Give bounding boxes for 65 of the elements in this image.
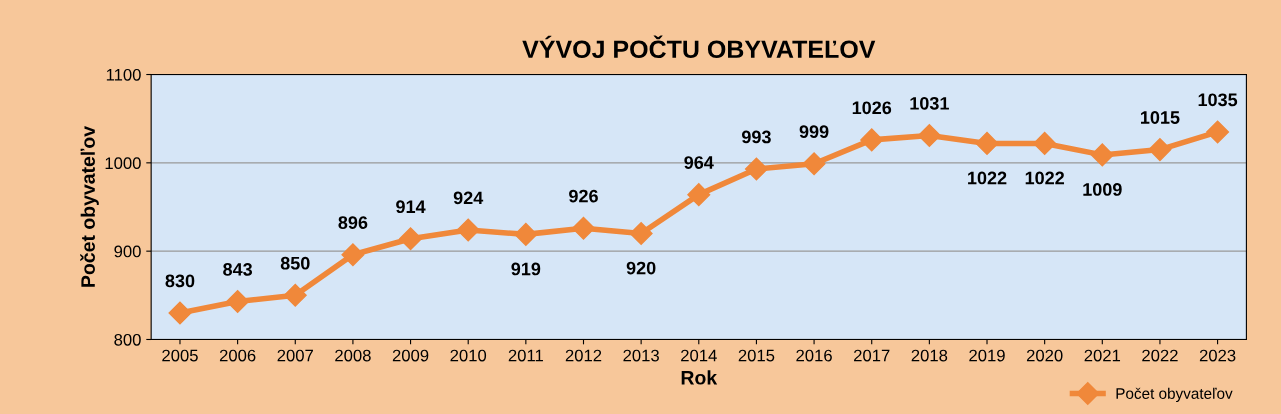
point [975,131,999,155]
x-tick-label: 2015 [738,349,775,362]
point [571,216,595,240]
y-tick-label: 1100 [106,68,141,81]
data-label: 830 [165,274,195,288]
x-axis-title: Rok [681,370,718,385]
data-label: 896 [338,216,368,229]
data-label: 1035 [1198,93,1238,107]
x-tick-label: 2011 [508,349,543,362]
x-tick-label: 2022 [1142,349,1178,362]
data-label: 850 [280,256,310,270]
data-label: 964 [684,156,714,169]
point [917,123,941,147]
x-tick-label: 2012 [565,349,602,362]
data-label: 924 [453,191,484,205]
x-tick-label: 2009 [392,349,429,362]
point [399,227,423,251]
data-label: 1031 [910,96,949,110]
point [802,152,826,176]
x-tick-label: 2016 [796,349,832,362]
data-label: 1009 [1083,183,1122,196]
x-tick-label: 2008 [335,349,371,362]
x-tick-label: 2005 [162,349,198,362]
data-label: 843 [223,263,253,276]
point [226,290,250,314]
point [687,183,711,207]
x-tick-label: 2010 [450,349,487,362]
x-tick-label: 2018 [911,349,948,362]
chart-title: VÝVOJ POČTU OBYVATEĽOV [522,35,876,59]
point [168,301,192,325]
point [629,221,653,245]
x-tick-label: 2006 [219,349,256,362]
x-tick-label: 2020 [1026,349,1063,362]
point [1090,143,1114,167]
data-label: 1022 [968,171,1007,185]
y-tick-label: 900 [114,245,141,258]
data-label: 914 [396,200,426,214]
x-tick-label: 2013 [623,349,659,362]
x-tick-label: 2007 [277,349,313,362]
legend-label: Počet obyvateľov [1116,387,1233,402]
x-tick-label: 2017 [854,349,890,362]
point [341,243,365,267]
data-label: 1022 [1025,171,1065,185]
data-label: 919 [511,262,541,276]
point [456,218,480,242]
point [860,128,884,152]
y-tick-label: 800 [114,333,141,346]
point [514,222,538,246]
data-label: 1015 [1141,111,1180,124]
y-tick-label: 1000 [105,157,141,170]
y-axis-title: Počet obyvateľov [80,126,99,287]
data-label: 1026 [852,101,892,115]
data-label: 926 [569,189,598,203]
x-tick-label: 2019 [969,349,1005,362]
point [744,157,768,181]
data-label: 920 [626,261,656,275]
point [1033,131,1057,155]
point [283,283,307,307]
x-tick-label: 2023 [1199,349,1236,362]
data-label: 999 [799,125,829,139]
data-label: 993 [742,130,771,144]
point [1206,120,1230,144]
x-tick-label: 2014 [681,349,717,362]
x-tick-label: 2021 [1084,349,1121,362]
point [1148,138,1172,162]
